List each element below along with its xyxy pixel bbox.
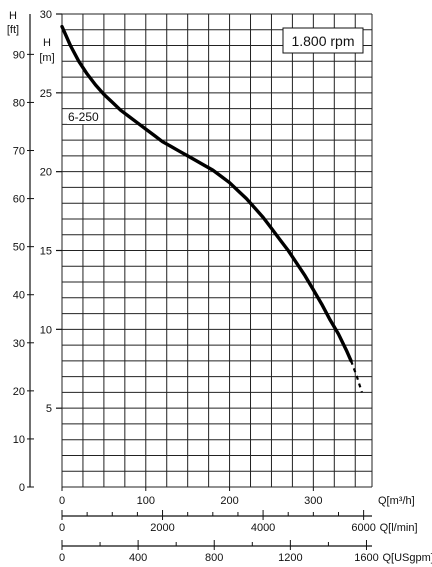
lmin-tick-label: 0 [59, 522, 65, 534]
usgpm-tick-label: 0 [59, 552, 65, 564]
ft-axis-unit: [ft] [7, 24, 19, 36]
ft-tick-label: 30 [13, 338, 25, 350]
q-axis-unit: Q[m³/h] [378, 495, 415, 507]
series-label-bg [67, 110, 101, 124]
rpm-label: 1.800 rpm [291, 33, 354, 49]
lmin-tick-label: 4000 [251, 522, 275, 534]
usgpm-tick-label: 1200 [278, 552, 302, 564]
m-tick-label: 25 [40, 88, 52, 100]
usgpm-tick-label: 400 [129, 552, 147, 564]
ft-tick-label: 0 [19, 482, 25, 494]
q-tick-label: 0 [59, 495, 65, 507]
q-tick-label: 200 [220, 495, 238, 507]
labels-layer: 0 10 20 30 40 50 60 70 80 90 H [ft] 5 10 15 20 25 30 H [m] 0… [7, 9, 432, 564]
usgpm-tick-label: 800 [205, 552, 223, 564]
m-axis-unit: H [43, 37, 51, 49]
curve-layer [60, 24, 363, 393]
ft-tick-label: 70 [13, 146, 25, 158]
m-tick-label: 30 [40, 9, 52, 21]
q-tick-label: 100 [137, 495, 155, 507]
ft-tick-label: 60 [13, 194, 25, 206]
m-tick-label: 10 [40, 324, 52, 336]
ft-tick-label: 40 [13, 290, 25, 302]
lmin-axis-unit: Q[l/min] [380, 522, 418, 534]
m-tick-label: 15 [40, 246, 52, 258]
ft-tick-label: 80 [13, 97, 25, 109]
lmin-tick-label: 6000 [351, 522, 375, 534]
ft-tick-label: 50 [13, 242, 25, 254]
m-tick-label: 20 [40, 167, 52, 179]
ft-axis-unit: H [9, 10, 17, 22]
axes-layer [27, 13, 372, 550]
grid-layer [61, 13, 373, 488]
m-axis-unit: [m] [39, 52, 54, 64]
usgpm-axis-unit: Q[USgpm] [382, 552, 432, 564]
ft-tick-label: 20 [13, 386, 25, 398]
legend-layer: 1.800 rpm [282, 27, 364, 54]
ft-tick-label: 90 [13, 49, 25, 61]
usgpm-tick-label: 1600 [354, 552, 378, 564]
curve-solid [60, 24, 353, 363]
rpm-box [282, 27, 364, 54]
m-tick-label: 5 [46, 403, 52, 415]
ft-tick-label: 10 [13, 434, 25, 446]
q-tick-label: 300 [304, 495, 322, 507]
curve-dashed [350, 360, 363, 393]
lmin-tick-label: 2000 [150, 522, 174, 534]
series-label: 6-250 [68, 110, 99, 124]
